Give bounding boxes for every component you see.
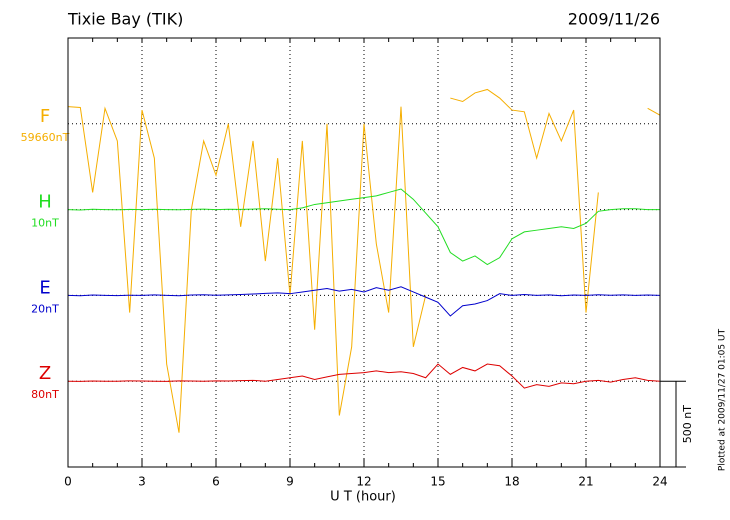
x-tick-label: 15 xyxy=(430,475,445,489)
series-line xyxy=(67,88,661,433)
scale-bar-label: 500 nT xyxy=(681,405,694,443)
chart-date: 2009/11/26 xyxy=(568,10,660,29)
series-line xyxy=(67,363,661,389)
y-tick-label: 59660nT xyxy=(21,131,70,144)
legend-label: Z xyxy=(39,363,51,384)
x-tick-label: 12 xyxy=(356,475,371,489)
x-tick-label: 18 xyxy=(504,475,519,489)
y-tick-label: 10nT xyxy=(31,217,59,230)
plot-frame xyxy=(67,37,661,468)
chart-title: Tixie Bay (TIK) xyxy=(67,10,183,29)
x-tick-label: 6 xyxy=(212,475,220,489)
plot-note: Plotted at 2009/11/27 01:05 UT xyxy=(718,328,728,471)
y-tick-label: 80nT xyxy=(31,388,59,401)
legend-label: E xyxy=(39,277,50,298)
x-tick-label: 9 xyxy=(286,475,294,489)
x-axis-label: U T (hour) xyxy=(330,490,396,505)
series-line xyxy=(67,188,660,266)
x-tick-label: 3 xyxy=(138,475,146,489)
legend-label: F xyxy=(40,106,50,127)
x-tick-label: 21 xyxy=(578,475,593,489)
series-line xyxy=(67,286,661,317)
y-tick-label: 20nT xyxy=(31,302,59,315)
x-tick-label: 24 xyxy=(652,475,667,489)
x-tick-label: 0 xyxy=(64,475,72,489)
legend-label: H xyxy=(38,192,52,213)
